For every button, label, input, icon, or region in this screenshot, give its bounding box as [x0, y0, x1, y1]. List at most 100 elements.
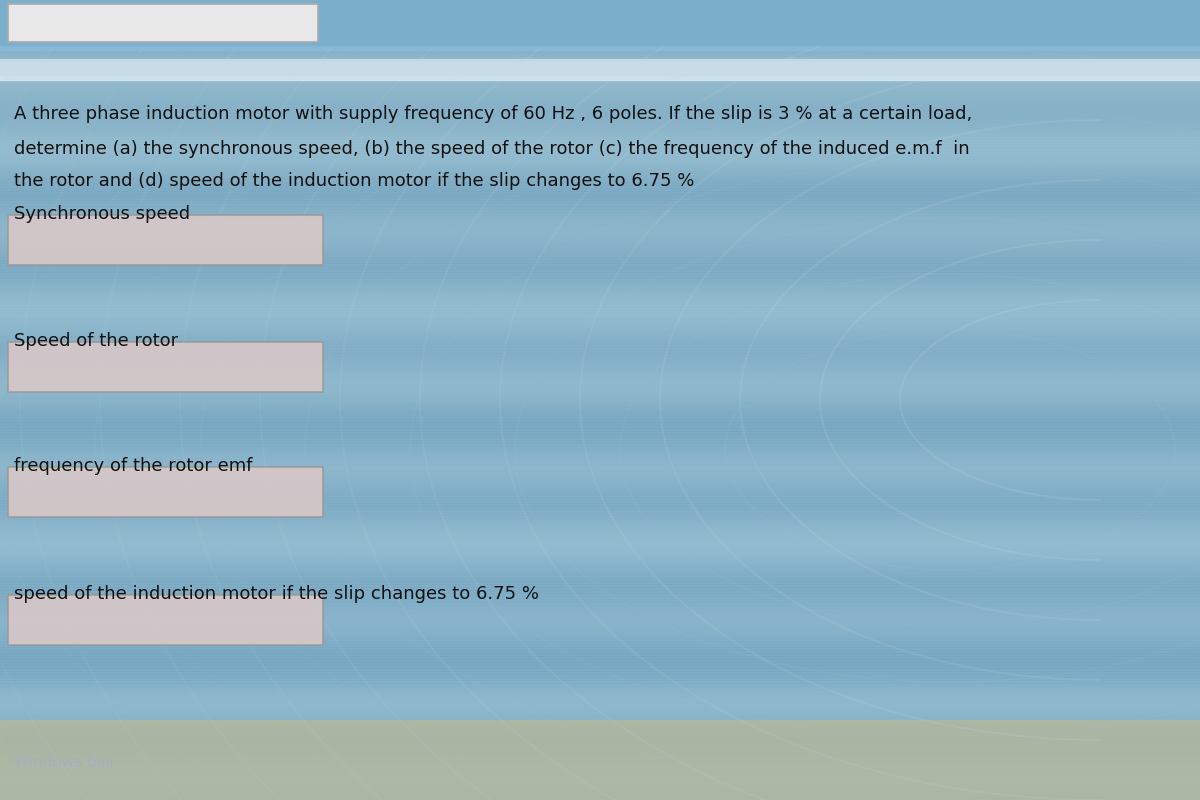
Bar [0, 614, 1200, 617]
Bar [0, 497, 1200, 500]
Bar [0, 413, 1200, 416]
Bar [0, 119, 1200, 122]
Bar [0, 212, 1200, 215]
Bar [0, 695, 1200, 698]
Bar [0, 572, 1200, 575]
Bar [0, 23, 1200, 26]
Bar [0, 53, 1200, 56]
Bar [0, 347, 1200, 350]
Bar [0, 26, 1200, 29]
Bar [0, 395, 1200, 398]
Bar [0, 593, 1200, 596]
Bar [0, 257, 1200, 260]
Bar [0, 0, 1200, 2]
Bar [0, 749, 1200, 752]
Bar [0, 494, 1200, 497]
Bar [0, 164, 1200, 167]
Bar [0, 650, 1200, 653]
Bar [0, 503, 1200, 506]
Bar [0, 641, 1200, 644]
Bar [0, 266, 1200, 269]
Bar [0, 311, 1200, 314]
Bar [0, 590, 1200, 593]
Bar [0, 524, 1200, 527]
Bar [0, 242, 1200, 245]
Bar [0, 482, 1200, 485]
Bar [0, 767, 1200, 770]
Bar [0, 371, 1200, 374]
Bar [0, 542, 1200, 545]
Bar [0, 206, 1200, 209]
Bar [0, 449, 1200, 452]
Bar [0, 278, 1200, 281]
Bar [0, 431, 1200, 434]
Bar [0, 548, 1200, 551]
Bar [0, 0, 1200, 50]
Bar [0, 233, 1200, 236]
Text: Speed of the rotor: Speed of the rotor [14, 332, 178, 350]
Bar [0, 101, 1200, 104]
Bar [0, 368, 1200, 371]
Bar [0, 350, 1200, 353]
Text: Windows bıııı: Windows bıııı [14, 755, 114, 770]
Bar [0, 713, 1200, 716]
Bar [0, 665, 1200, 668]
Bar [0, 293, 1200, 296]
Bar [0, 281, 1200, 284]
Bar [0, 791, 1200, 794]
Bar [0, 305, 1200, 308]
Bar [0, 110, 1200, 113]
Bar [0, 773, 1200, 776]
Bar [0, 392, 1200, 395]
Bar [0, 446, 1200, 449]
Bar [0, 173, 1200, 176]
Bar [0, 77, 1200, 80]
Bar [0, 605, 1200, 608]
Bar [0, 296, 1200, 299]
Bar [0, 746, 1200, 749]
Bar [0, 437, 1200, 440]
Bar [0, 521, 1200, 524]
Bar [0, 188, 1200, 191]
Bar [0, 764, 1200, 767]
Bar [0, 797, 1200, 800]
Bar [0, 515, 1200, 518]
Bar [0, 317, 1200, 320]
Bar [0, 632, 1200, 635]
Bar [0, 428, 1200, 431]
Bar [0, 47, 1200, 50]
Bar [0, 776, 1200, 779]
Bar [0, 107, 1200, 110]
Bar [0, 326, 1200, 329]
Bar [0, 770, 1200, 773]
Bar [0, 620, 1200, 623]
Bar [0, 461, 1200, 464]
Bar [0, 92, 1200, 95]
Bar [0, 596, 1200, 599]
Bar [0, 83, 1200, 86]
Bar [0, 728, 1200, 731]
Bar [0, 65, 1200, 68]
Bar [0, 299, 1200, 302]
Bar [0, 659, 1200, 662]
Text: the rotor and (d) speed of the induction motor if the slip changes to 6.75 %: the rotor and (d) speed of the induction… [14, 172, 695, 190]
Bar [0, 44, 1200, 47]
Bar [0, 725, 1200, 728]
Bar [0, 533, 1200, 536]
Bar [0, 440, 1200, 443]
Bar [0, 248, 1200, 251]
Bar [0, 623, 1200, 626]
Bar [0, 671, 1200, 674]
Bar [0, 707, 1200, 710]
Bar [0, 197, 1200, 200]
Bar [0, 344, 1200, 347]
Bar [0, 611, 1200, 614]
Bar [0, 425, 1200, 428]
Bar [0, 551, 1200, 554]
Bar [0, 545, 1200, 548]
Bar [0, 239, 1200, 242]
FancyBboxPatch shape [8, 342, 323, 392]
Bar [0, 617, 1200, 620]
Bar [0, 647, 1200, 650]
Bar [0, 536, 1200, 539]
